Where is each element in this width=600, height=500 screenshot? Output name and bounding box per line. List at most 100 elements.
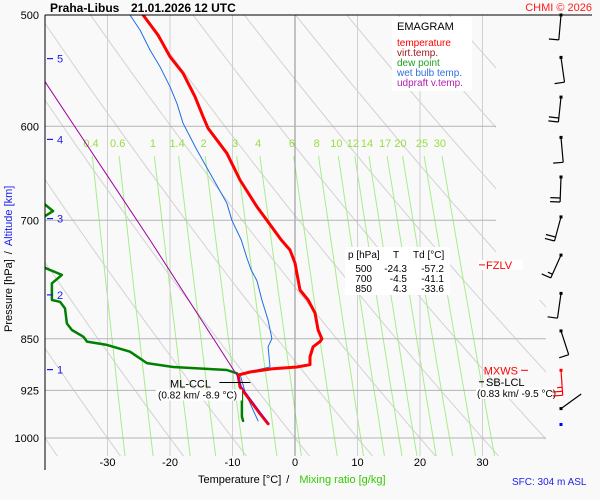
dry-adiabat bbox=[72, 15, 442, 456]
table-cell: -33.6 bbox=[421, 284, 444, 295]
altitude-tick-label: 3 bbox=[57, 214, 63, 226]
table-cell: -4.5 bbox=[390, 274, 408, 285]
wind-barb-feather bbox=[548, 120, 559, 123]
x-tick-label: 30 bbox=[476, 457, 488, 469]
ml-ccl-annotation: ML-CCL (0.82 km/ -8.9 °C) bbox=[156, 379, 251, 402]
series-dew-point bbox=[45, 203, 245, 423]
mixing-ratio-label: 6 bbox=[289, 138, 295, 150]
dry-adiabat bbox=[45, 15, 252, 456]
mixing-ratio-labels: 0.4 0.6 1 1.4 2 3 4 6 8 10 12 14 17 20 25 30 bbox=[83, 138, 446, 150]
dry-adiabat bbox=[326, 15, 546, 456]
ml-ccl-detail: (0.82 km/ -8.9 °C) bbox=[158, 391, 237, 402]
mixing-ratio-line bbox=[354, 155, 403, 456]
table-cell: -24.3 bbox=[384, 264, 407, 275]
wind-barb-feather bbox=[552, 390, 563, 393]
mixing-ratio-label: 8 bbox=[314, 138, 320, 150]
wind-barb-station-dot bbox=[559, 215, 563, 219]
ml-ccl-detail-background bbox=[156, 389, 242, 401]
wind-barb bbox=[553, 135, 564, 164]
sb-lcl-detail: (0.83 km/ -9.5 °C) bbox=[477, 389, 556, 400]
series-temperature bbox=[141, 15, 324, 426]
dry-adiabat bbox=[45, 15, 315, 456]
mixing-ratio-line bbox=[441, 155, 496, 456]
mixing-ratio-label: 0.6 bbox=[110, 138, 125, 150]
wind-barb-feather bbox=[547, 316, 558, 319]
legend: EMAGRAM temperature virt.temp. dew point… bbox=[392, 17, 472, 91]
mixing-ratio-label: 1.4 bbox=[169, 138, 184, 150]
wind-barb-feather bbox=[547, 271, 553, 275]
mixing-ratio-line bbox=[91, 155, 126, 456]
wind-barb-feather bbox=[554, 81, 565, 85]
values-table: p [hPa] T Td [°C] 500 -24.3 -57.2 700 -4… bbox=[345, 247, 450, 295]
mixing-ratio-label: 30 bbox=[434, 138, 446, 150]
dry-adiabat bbox=[123, 15, 505, 456]
wind-barb bbox=[554, 55, 566, 85]
legend-item-dew-point: dew point bbox=[397, 58, 440, 69]
x-tick-label: 0 bbox=[292, 457, 298, 469]
wind-barb bbox=[548, 13, 563, 41]
table-header-temperature: T bbox=[393, 250, 399, 261]
y-axis-label-pressure: Pressure [hPa] bbox=[3, 259, 15, 332]
station-title: Praha-Libus bbox=[50, 1, 120, 15]
altitude-tick-label: 4 bbox=[57, 134, 63, 146]
mixing-ratio-line bbox=[259, 155, 303, 456]
mixing-ratio-line bbox=[402, 155, 454, 456]
legend-item-temperature: temperature bbox=[397, 38, 451, 49]
sb-lcl-label: SB-LCL bbox=[486, 377, 525, 389]
table-header-pressure: p [hPa] bbox=[348, 250, 380, 261]
wind-barb-station-dot bbox=[559, 95, 563, 99]
table-header-dewpoint: Td [°C] bbox=[413, 250, 444, 261]
y-axis-label-altitude: Altitude [km] bbox=[3, 186, 15, 247]
wind-barb-station-dot bbox=[559, 135, 563, 139]
mixing-ratio-line bbox=[178, 155, 217, 456]
wind-barb-station-dot bbox=[559, 55, 563, 59]
fzlv-background bbox=[479, 259, 523, 270]
wind-barb-feather bbox=[552, 394, 563, 397]
wind-barb-shaft bbox=[557, 97, 562, 123]
fzlv-label: FZLV bbox=[486, 260, 513, 272]
x-tick-label: 20 bbox=[414, 457, 426, 469]
datetime-title: 21.01.2026 12 UTC bbox=[131, 1, 236, 15]
x-tick-label: -30 bbox=[100, 457, 116, 469]
wind-barb-feather bbox=[544, 237, 555, 242]
mixing-ratio-label: 14 bbox=[361, 138, 373, 150]
altitude-tick-label: 1 bbox=[57, 365, 63, 377]
ml-ccl-label: ML-CCL bbox=[170, 379, 211, 391]
gridlines bbox=[45, 15, 546, 456]
fzlv-annotation: FZLV bbox=[479, 259, 523, 272]
wind-barb-station-dot bbox=[559, 407, 563, 411]
wind-barb-station-dot bbox=[559, 253, 563, 257]
mixing-ratio-label: 12 bbox=[347, 138, 359, 150]
x-tick-label: -10 bbox=[225, 457, 241, 469]
wind-barb bbox=[548, 95, 563, 123]
mixing-ratio-label: 10 bbox=[330, 138, 342, 150]
wind-barb-feather bbox=[545, 233, 556, 238]
x-axis-separator: / bbox=[286, 474, 290, 486]
series-updraft-virtual-temperature bbox=[45, 81, 269, 424]
x-axis-label-mixing-ratio: Mixing ratio [g/kg] bbox=[299, 474, 385, 486]
mixing-ratio-label: 0.4 bbox=[83, 138, 98, 150]
mixing-ratio-line bbox=[204, 155, 245, 456]
mxws-label: MXWS bbox=[484, 365, 518, 377]
altitude-tick-label: 5 bbox=[57, 54, 63, 66]
legend-item-virtual-temperature: virt.temp. bbox=[397, 48, 438, 59]
y-tick-label: 1000 bbox=[15, 433, 39, 445]
mixing-ratio-line bbox=[337, 155, 386, 456]
table-cell: 500 bbox=[355, 264, 372, 275]
mixing-ratio-label: 20 bbox=[394, 138, 406, 150]
mixing-ratio-line bbox=[368, 155, 418, 456]
mxws-annotation: MXWS bbox=[484, 365, 528, 377]
y-axis-title: Pressure [hPa] / Altitude [km] bbox=[3, 186, 15, 332]
legend-title: EMAGRAM bbox=[397, 21, 454, 33]
wind-barb bbox=[547, 291, 563, 319]
y-tick-label: 500 bbox=[21, 10, 39, 22]
legend-item-wet-bulb: wet bulb temp. bbox=[396, 68, 462, 79]
wind-barb bbox=[550, 175, 563, 203]
surface-marker bbox=[559, 423, 563, 426]
wind-barb-station-dot bbox=[559, 13, 563, 17]
table-background bbox=[345, 247, 450, 295]
dry-adiabat bbox=[376, 15, 546, 456]
sb-lcl-detail-background bbox=[476, 387, 562, 399]
